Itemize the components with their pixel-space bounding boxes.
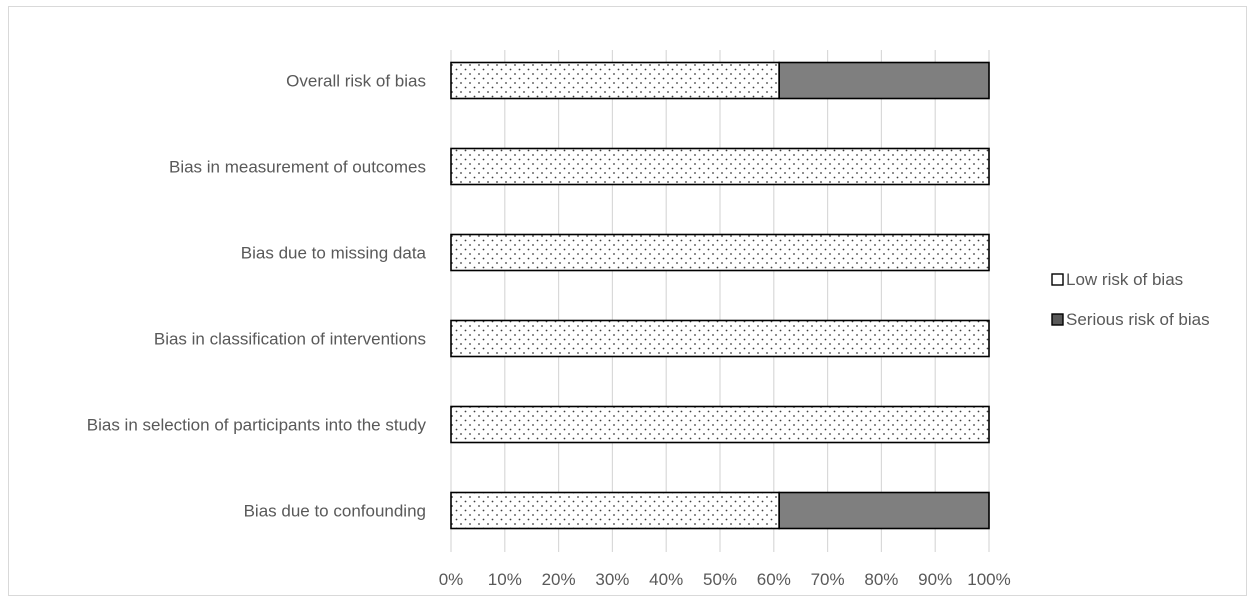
bar-low-risk	[450, 491, 780, 530]
legend: Low risk of bias Serious risk of bias	[1051, 270, 1210, 329]
bar-low-risk	[450, 147, 990, 186]
category-label: Bias due to missing data	[241, 244, 427, 263]
x-tick-label: 80%	[864, 570, 898, 589]
x-tick-label: 0%	[439, 570, 464, 589]
bar-serious-risk	[778, 61, 990, 100]
x-tick-label: 30%	[595, 570, 629, 589]
category-label: Bias due to confounding	[244, 502, 426, 521]
x-tick-label: 70%	[811, 570, 845, 589]
legend-label: Serious risk of bias	[1066, 310, 1210, 329]
category-label: Bias in selection of participants into t…	[87, 416, 427, 435]
x-tick-label: 100%	[967, 570, 1010, 589]
category-label: Bias in classification of interventions	[154, 330, 426, 349]
bar-low-risk	[450, 233, 990, 272]
x-tick-label: 10%	[488, 570, 522, 589]
x-tick-label: 60%	[757, 570, 791, 589]
category-labels: Overall risk of bias Bias in measurement …	[87, 72, 427, 521]
legend-swatch	[1051, 273, 1064, 286]
bar-low-risk	[450, 61, 780, 100]
legend-label: Low risk of bias	[1066, 270, 1183, 289]
bar-serious-risk	[778, 491, 990, 530]
x-tick-label: 40%	[649, 570, 683, 589]
category-label: Bias in measurement of outcomes	[169, 158, 426, 177]
x-tick-labels: 0% 10% 20% 30% 40% 50% 60% 70% 80% 90% 100%	[439, 570, 1011, 589]
legend-swatch	[1051, 313, 1064, 326]
x-tick-label: 90%	[918, 570, 952, 589]
category-label: Overall risk of bias	[286, 72, 426, 91]
x-tick-label: 20%	[542, 570, 576, 589]
grid-lines	[450, 50, 990, 552]
bars	[450, 61, 990, 530]
bar-low-risk	[450, 319, 990, 358]
x-tick-label: 50%	[703, 570, 737, 589]
bar-low-risk	[450, 405, 990, 444]
